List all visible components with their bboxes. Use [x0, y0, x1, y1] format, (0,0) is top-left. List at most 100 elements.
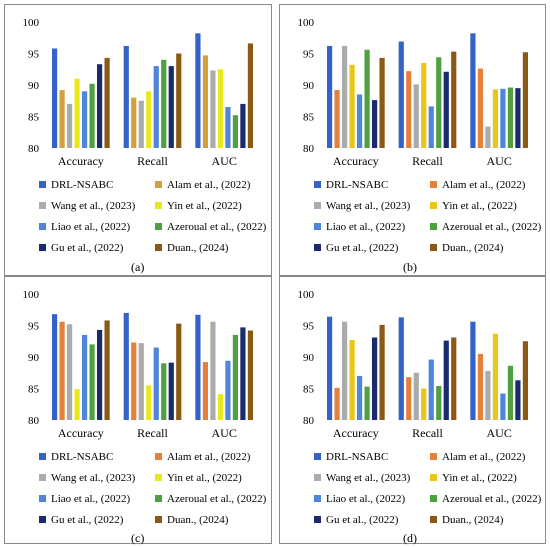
- bar: [379, 325, 384, 420]
- bar: [451, 52, 456, 148]
- panel-caption-d: (d): [403, 531, 417, 546]
- x-category-label: Recall: [137, 154, 168, 168]
- bar: [248, 331, 253, 420]
- legend-label: Gu et al., (2022): [326, 514, 399, 526]
- bar: [240, 104, 245, 148]
- bar: [59, 322, 64, 420]
- bar: [451, 337, 456, 420]
- legend-label: Yin et al., (2022): [442, 200, 517, 212]
- bar: [169, 66, 174, 148]
- legend-label: DRL-NSABC: [51, 179, 113, 191]
- bar: [82, 91, 87, 148]
- legend-swatch: [39, 453, 46, 460]
- legend-swatch: [39, 223, 46, 230]
- bar: [240, 327, 245, 420]
- legend-label: Gu et al., (2022): [326, 242, 399, 254]
- bar: [406, 377, 411, 420]
- bar: [470, 33, 475, 148]
- legend-label: Yin et al., (2022): [167, 472, 242, 484]
- bar: [334, 388, 339, 420]
- legend-swatch: [155, 474, 162, 481]
- legend-swatch: [430, 223, 437, 230]
- bar: [478, 69, 483, 148]
- legend-label: Azeroual et al., (2022): [167, 493, 267, 505]
- legend-swatch: [314, 223, 321, 230]
- legend-swatch: [314, 453, 321, 460]
- chart-svg-a: 80 85 90 95 100 Accuracy Recall AUC DRL-NSABC Ala…: [5, 5, 273, 277]
- bar: [372, 337, 377, 420]
- legend-swatch: [39, 202, 46, 209]
- bar: [372, 100, 377, 148]
- x-category-label: Accuracy: [58, 426, 104, 440]
- legend-swatch: [39, 244, 46, 251]
- legend-label: Alam et al., (2022): [167, 179, 251, 191]
- bar: [225, 361, 230, 420]
- bar: [104, 58, 109, 148]
- x-category-label: AUC: [211, 154, 236, 168]
- legend-label: Liao et al., (2022): [326, 493, 405, 505]
- bar: [379, 58, 384, 148]
- bar: [176, 324, 181, 420]
- legend-swatch: [39, 495, 46, 502]
- y-tick-label: 100: [23, 17, 40, 29]
- bar: [176, 54, 181, 149]
- x-category-label: Accuracy: [58, 154, 104, 168]
- legend-label: Gu et al., (2022): [51, 514, 124, 526]
- legend-swatch: [155, 453, 162, 460]
- legend-label: Wang et al., (2023): [51, 200, 136, 212]
- bar: [52, 48, 57, 148]
- bar: [104, 320, 109, 420]
- y-tick-label: 95: [28, 321, 40, 333]
- bar: [357, 94, 362, 148]
- legend-swatch: [314, 181, 321, 188]
- bar: [139, 101, 144, 148]
- legend-swatch: [430, 202, 437, 209]
- bar: [203, 55, 208, 148]
- y-tick-label: 95: [303, 49, 315, 61]
- y-tick-label: 85: [303, 112, 315, 124]
- chart-panel-a: 80 85 90 95 100 Accuracy Recall AUC DRL-NSABC Ala…: [4, 4, 272, 276]
- x-category-label: Recall: [412, 426, 443, 440]
- bar: [500, 89, 505, 148]
- bar: [169, 363, 174, 420]
- bar: [349, 340, 354, 420]
- bar: [218, 394, 223, 420]
- legend-label: Alam et al., (2022): [442, 451, 526, 463]
- bar: [508, 366, 513, 420]
- legend-swatch: [430, 453, 437, 460]
- legend-label: DRL-NSABC: [326, 451, 388, 463]
- y-tick-label: 80: [303, 415, 315, 427]
- bar: [429, 106, 434, 148]
- bar: [399, 317, 404, 420]
- legend-swatch: [155, 516, 162, 523]
- bar: [154, 66, 159, 148]
- legend-label: Wang et al., (2023): [326, 200, 411, 212]
- bar: [523, 52, 528, 148]
- legend-swatch: [314, 516, 321, 523]
- bar: [59, 90, 64, 148]
- bar: [74, 389, 79, 420]
- bar: [203, 362, 208, 420]
- legend-swatch: [430, 244, 437, 251]
- bar: [349, 65, 354, 148]
- y-tick-label: 80: [28, 415, 40, 427]
- bar: [97, 330, 102, 420]
- legend-label: DRL-NSABC: [51, 451, 113, 463]
- bar: [233, 115, 238, 148]
- legend-swatch: [39, 516, 46, 523]
- y-tick-label: 100: [298, 17, 315, 29]
- legend-swatch: [314, 474, 321, 481]
- panel-caption-c: (c): [131, 531, 144, 546]
- bar: [67, 104, 72, 148]
- bar: [414, 373, 419, 420]
- bar: [485, 371, 490, 420]
- bar: [327, 317, 332, 420]
- legend-swatch: [39, 474, 46, 481]
- bar: [436, 57, 441, 148]
- bar: [131, 98, 136, 148]
- y-tick-label: 90: [28, 80, 40, 92]
- bar: [161, 363, 166, 420]
- bar: [515, 88, 520, 148]
- bar: [67, 324, 72, 420]
- legend-swatch: [155, 244, 162, 251]
